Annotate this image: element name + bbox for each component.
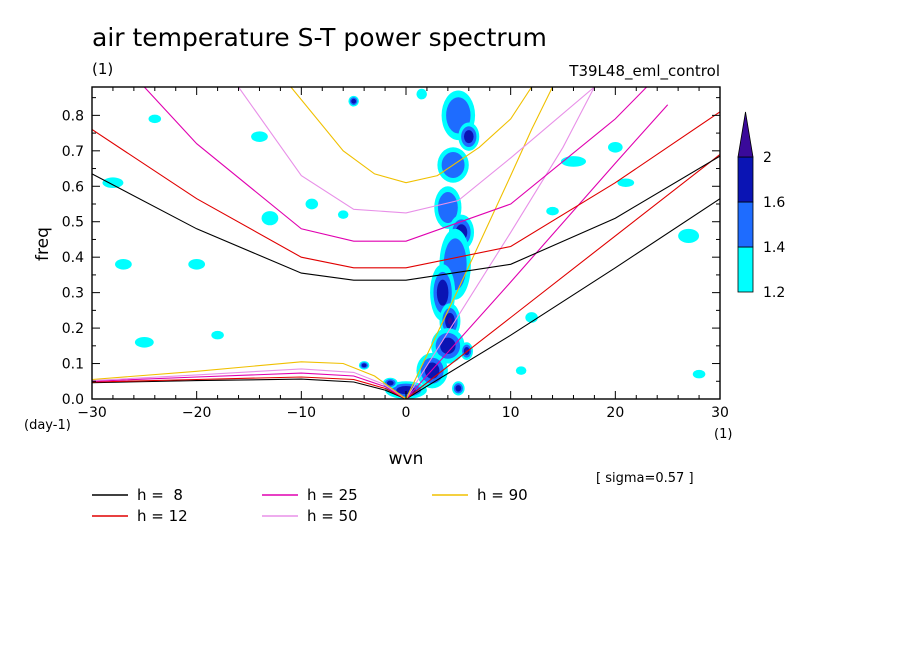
y-tick-label: 0.8 (62, 108, 84, 124)
series-line-kelvin-h-50 (405, 87, 595, 399)
colorbar-label: 2 (763, 150, 772, 166)
contour-blob-33-level-1 (546, 206, 559, 216)
series-line-ig-h-8 (92, 155, 720, 281)
contour-blob-23-level-1 (134, 336, 154, 348)
x-tick-label: 10 (502, 405, 520, 421)
contour-blob-19-level-1 (678, 228, 700, 243)
contour-blob-20-level-1 (188, 258, 206, 270)
series-line-kelvin-h-12 (405, 153, 720, 399)
y-tick-label: 0.4 (62, 250, 84, 266)
colorbar-label: 1.2 (763, 285, 785, 301)
colorbar: 1.2 1.4 1.6 2 (737, 111, 785, 301)
x-axis-label: wvn (389, 449, 424, 469)
y-tick-label: 0.3 (62, 286, 84, 302)
legend-label-h50: h = 50 (307, 507, 358, 525)
x-axis: −30 −20 −10 0 10 20 30 (77, 87, 729, 421)
contour-blob-32-level-1 (416, 88, 427, 100)
legend-label-h12: h = 12 (137, 507, 188, 525)
contour-blob-7-level-4 (447, 317, 452, 325)
contour-blob-2-level-3 (463, 130, 474, 144)
series-line-rossby-h-12 (92, 376, 407, 399)
contour-blob-34-level-1 (148, 114, 162, 124)
x-tick-label: −20 (182, 405, 212, 421)
legend-label-h25: h = 25 (307, 486, 358, 504)
x-tick-label: −30 (77, 405, 107, 421)
series-line-kelvin-h-25 (405, 104, 669, 399)
contour-blob-28-level-1 (337, 210, 349, 219)
dispersion-curves (92, 87, 720, 399)
colorbar-label: 1.6 (763, 195, 785, 211)
y-tick-label: 0.5 (62, 215, 84, 231)
y-unit-label: (day-1) (24, 418, 71, 433)
subtitle-right: T39L48_eml_control (568, 62, 720, 81)
contour-blob-14-level-3 (455, 385, 462, 392)
contour-blob-24-level-1 (608, 141, 623, 153)
legend-label-h90: h = 90 (477, 486, 528, 504)
contour-blob-21-level-1 (115, 258, 132, 270)
y-axis: 0.0 0.1 0.2 0.3 0.4 0.5 0.6 0.7 0.8 (62, 97, 720, 408)
contour-blob-6-level-3 (436, 279, 449, 306)
y-tick-label: 0.6 (62, 179, 84, 195)
contour-blob-26-level-1 (305, 198, 319, 210)
y-tick-label: 0.0 (62, 392, 84, 408)
colorbar-label: 1.4 (763, 240, 785, 256)
y-tick-label: 0.2 (62, 321, 84, 337)
x-unit-label: (1) (714, 427, 732, 442)
x-tick-label: −10 (287, 405, 317, 421)
y-tick-label: 0.7 (62, 144, 84, 160)
series-line-ig-h-25 (143, 87, 648, 242)
series-line-rossby-h-25 (92, 372, 407, 399)
contour-blob-17-level-1 (102, 177, 124, 189)
colorbar-segment-2 (737, 201, 754, 248)
legend-label-h8: h = 8 (137, 486, 183, 504)
plot-frame (91, 86, 721, 400)
x-tick-label: 20 (606, 405, 624, 421)
series-line-ig-h-50 (238, 87, 595, 214)
sigma-note: [ sigma=0.57 ] (596, 471, 694, 486)
series-line-kelvin-h-90 (405, 87, 553, 399)
series-line-ig-h-90 (290, 87, 533, 184)
contour-blob-12-level-3 (386, 380, 394, 386)
y-axis-label: freq (33, 227, 53, 261)
y-tick-label: 0.1 (62, 357, 84, 373)
legend: h = 8 h = 12 h = 25 h = 50 h = 90 (92, 486, 528, 525)
x-tick-label: 0 (402, 405, 411, 421)
series-line-kelvin-h-8 (405, 198, 720, 399)
subtitle-left: (1) (92, 60, 113, 78)
contour-blob-31-level-1 (515, 366, 527, 375)
contour-blob-29-level-1 (692, 369, 706, 379)
x-tick-label: 30 (711, 405, 729, 421)
series-line-rossby-h-8 (92, 378, 407, 399)
colorbar-segment-3 (737, 156, 754, 203)
contour-blob-3-level-2 (437, 192, 458, 224)
contour-blob-25-level-1 (251, 131, 268, 142)
contour-layer (102, 88, 706, 399)
contour-blob-18-level-1 (560, 156, 587, 167)
series-line-ig-h-12 (92, 111, 720, 269)
series-line-rossby-h-90 (92, 361, 407, 399)
contour-blob-13-level-3 (361, 363, 367, 368)
contour-blob-27-level-1 (617, 178, 635, 187)
chart-title: air temperature S-T power spectrum (92, 23, 547, 52)
colorbar-segment-1 (737, 246, 754, 293)
contour-blob-16-level-1 (261, 211, 279, 226)
contour-blob-8-level-3 (440, 337, 456, 354)
colorbar-extend-arrow (737, 111, 754, 158)
contour-blob-30-level-1 (211, 330, 224, 340)
contour-blob-15-level-3 (351, 98, 357, 104)
series-line-rossby-h-50 (92, 368, 407, 399)
contour-blob-9-level-3 (424, 362, 440, 379)
